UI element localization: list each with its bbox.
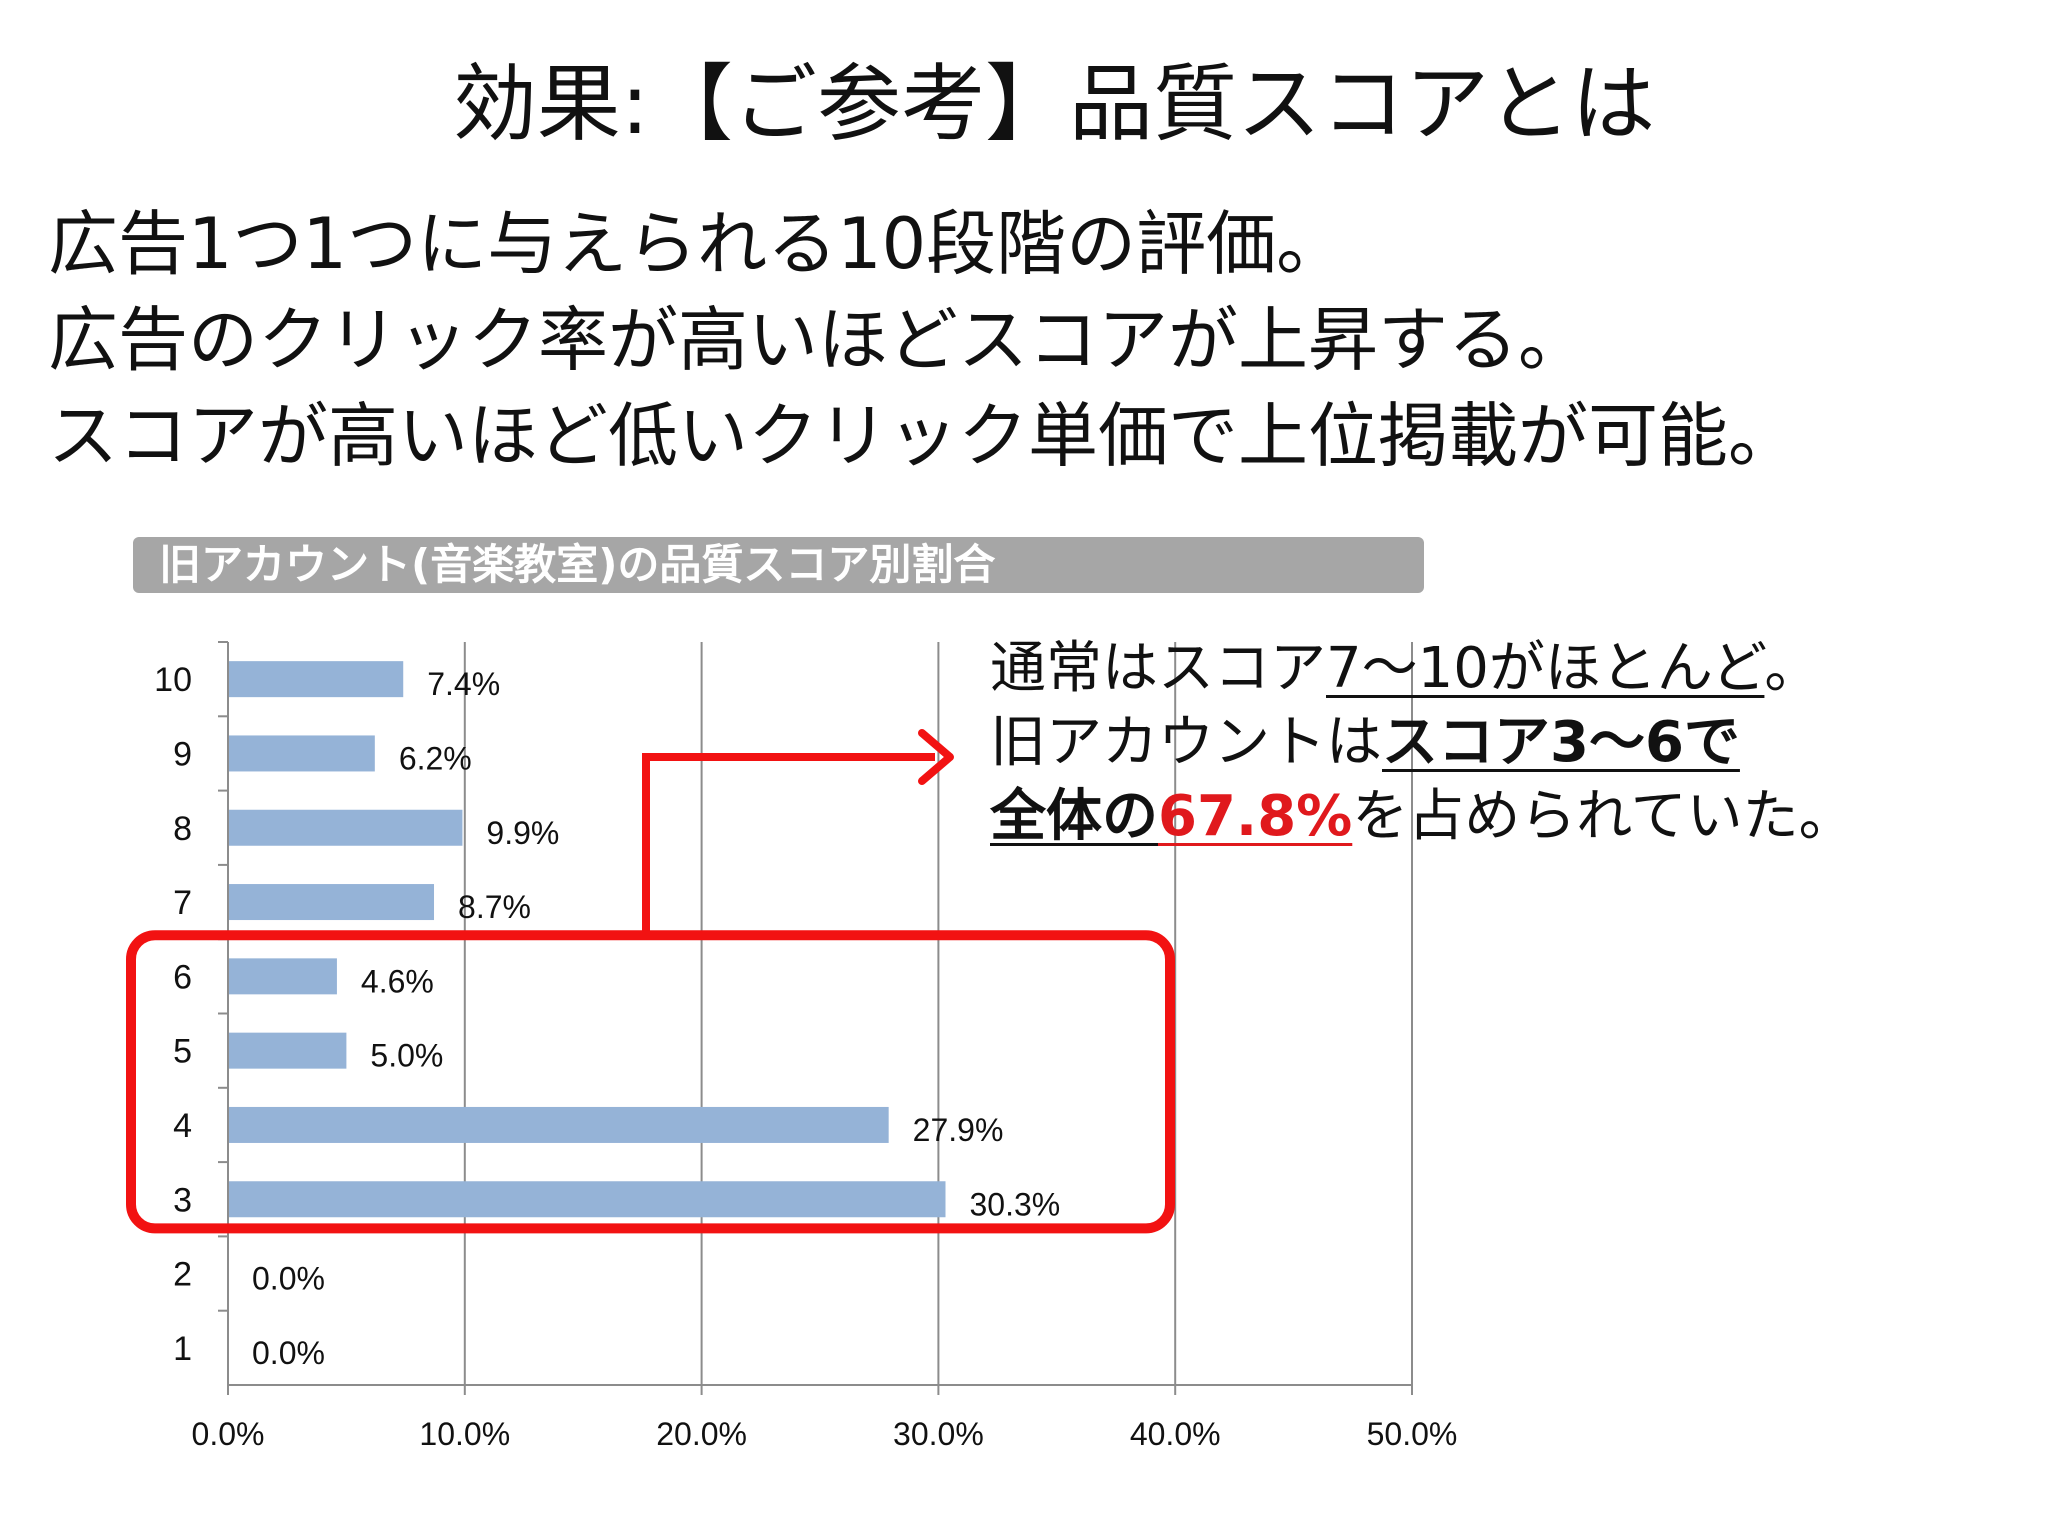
data-label: 0.0% [252, 1261, 325, 1297]
x-tick-label: 50.0% [1367, 1416, 1458, 1452]
bar [229, 661, 404, 698]
category-label: 2 [173, 1256, 192, 1294]
callout-line-3-underline: 全体の [990, 784, 1158, 849]
bar [229, 809, 463, 846]
callout-connector [642, 753, 935, 938]
callout-line-2: 旧アカウントはスコア3～6で [990, 706, 1855, 780]
bar [229, 1106, 889, 1143]
callout-text: 通常はスコア7～10がほとんど。 旧アカウントはスコア3～6で 全体の67.8%… [990, 632, 1855, 854]
data-label: 7.4% [427, 666, 500, 702]
data-label: 27.9% [913, 1112, 1004, 1148]
category-label: 1 [173, 1330, 192, 1368]
bar [229, 1181, 946, 1218]
callout-line-2-prefix: 旧アカウントは [990, 710, 1382, 775]
category-label: 8 [173, 810, 192, 848]
x-tick-label: 40.0% [1130, 1416, 1221, 1452]
intro-line-1: 広告1つ1つに与えられる10段階の評価。 [48, 203, 1347, 285]
callout-line-1-suffix: 。 [1764, 636, 1821, 701]
callout-line-3-percent: 67.8% [1158, 784, 1353, 849]
x-tick-label: 10.0% [419, 1416, 510, 1452]
slide-title: 効果:【ご参考】品質スコアとは [452, 55, 1656, 153]
data-label: 4.6% [361, 963, 434, 999]
category-label: 10 [154, 661, 192, 699]
data-label: 0.0% [252, 1335, 325, 1371]
category-label: 4 [173, 1107, 192, 1145]
intro-line-3: スコアが高いほど低いクリック単価で上位掲載が可能。 [48, 395, 1798, 477]
x-tick-label: 20.0% [656, 1416, 747, 1452]
callout-line-3: 全体の67.8%を占められていた。 [990, 780, 1855, 854]
category-label: 7 [173, 884, 192, 922]
intro-text: 広告1つ1つに与えられる10段階の評価。 広告のクリック率が高いほどスコアが上昇… [48, 196, 1798, 484]
callout-line-3-suffix: を占められていた。 [1352, 784, 1855, 849]
category-label: 5 [173, 1033, 192, 1071]
callout-line-1-highlight: 7～10がほとんど [1326, 636, 1765, 701]
data-label: 30.3% [970, 1186, 1061, 1222]
bar [229, 884, 435, 921]
callout-line-2-highlight: スコア3～6で [1382, 710, 1740, 775]
data-label: 6.2% [399, 740, 472, 776]
x-tick-label: 0.0% [192, 1416, 265, 1452]
callout-line-1-prefix: 通常はスコア [990, 636, 1326, 701]
highlight-box [126, 930, 1175, 1234]
category-label: 3 [173, 1181, 192, 1219]
bar [229, 1032, 347, 1069]
intro-line-2: 広告のクリック率が高いほどスコアが上昇する。 [48, 299, 1588, 381]
data-label: 9.9% [486, 815, 559, 851]
data-label: 5.0% [370, 1038, 443, 1074]
bar [229, 735, 375, 772]
callout-line-1: 通常はスコア7～10がほとんど。 [990, 632, 1855, 706]
category-label: 9 [173, 735, 192, 773]
bar [229, 958, 337, 995]
x-tick-label: 30.0% [893, 1416, 984, 1452]
data-label: 8.7% [458, 889, 531, 925]
category-label: 6 [173, 958, 192, 996]
arrow-head-icon [918, 729, 954, 785]
chart-title: 旧アカウント(音楽教室)の品質スコア別割合 [133, 537, 1424, 593]
